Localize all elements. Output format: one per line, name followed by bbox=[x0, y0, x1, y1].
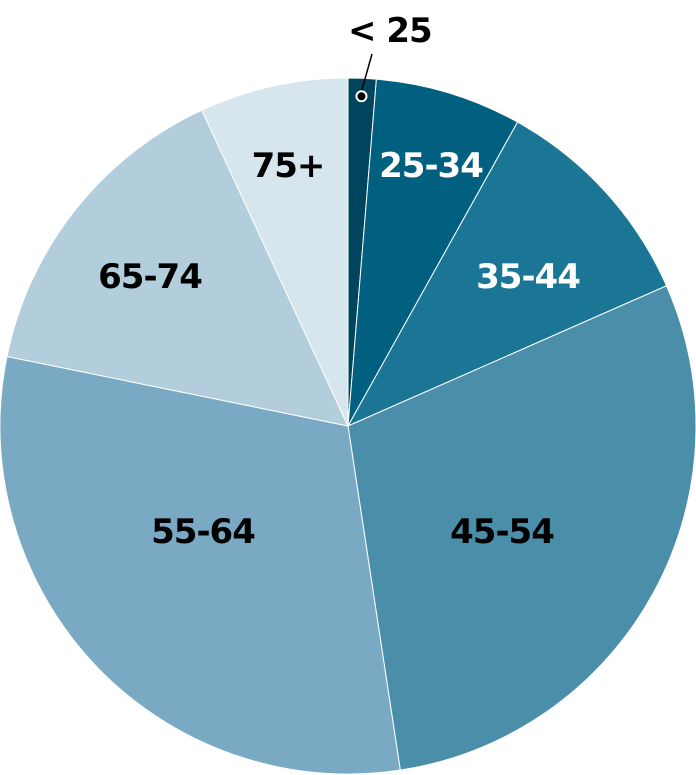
pie-slice bbox=[346, 121, 668, 428]
pie-slice-label: 25-34 bbox=[379, 146, 483, 186]
pie-slice-label: 75+ bbox=[252, 146, 325, 186]
pie-slice-label: 65-74 bbox=[98, 257, 202, 297]
pie-slice bbox=[347, 285, 696, 771]
pie-slice-label: 45-54 bbox=[450, 512, 554, 552]
leader-line bbox=[360, 53, 373, 92]
pie-slice bbox=[0, 355, 401, 775]
pie-slices bbox=[0, 77, 696, 775]
pie-labels: < 25 25-34 35-44 45-54 55-64 65-74 75+ bbox=[98, 11, 581, 552]
pie-slice bbox=[6, 109, 349, 427]
pie-slice-label: 35-44 bbox=[476, 257, 580, 297]
leader-dot bbox=[355, 90, 368, 103]
pie-slice-label: 55-64 bbox=[151, 512, 255, 552]
pie-slice-label: < 25 bbox=[348, 11, 432, 51]
pie-slice bbox=[347, 78, 519, 427]
pie-slice bbox=[201, 77, 349, 427]
